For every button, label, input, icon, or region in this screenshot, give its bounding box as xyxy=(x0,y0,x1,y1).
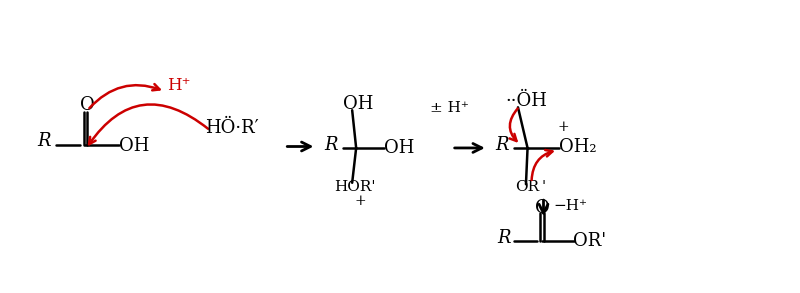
Text: OH: OH xyxy=(384,139,414,157)
Text: R: R xyxy=(498,229,510,247)
Text: ± H⁺: ± H⁺ xyxy=(430,101,469,115)
Text: +: + xyxy=(558,120,570,134)
Text: R: R xyxy=(324,136,338,154)
Text: O: O xyxy=(534,199,550,217)
Text: H⁺: H⁺ xyxy=(167,77,190,94)
Text: OH: OH xyxy=(119,137,150,155)
Text: OR': OR' xyxy=(573,232,606,250)
Text: +: + xyxy=(354,194,366,207)
Text: OR: OR xyxy=(515,180,540,195)
Text: O: O xyxy=(79,96,94,114)
Text: HÖ·R′: HÖ·R′ xyxy=(205,120,258,137)
Text: HOR': HOR' xyxy=(334,180,376,194)
Text: R: R xyxy=(496,136,509,154)
Text: ··ÖH: ··ÖH xyxy=(506,92,547,110)
Text: OH₂: OH₂ xyxy=(559,138,597,156)
Text: R: R xyxy=(38,132,50,151)
Text: ': ' xyxy=(541,180,546,195)
Text: −H⁺: −H⁺ xyxy=(553,199,587,213)
Text: OH: OH xyxy=(342,95,373,113)
